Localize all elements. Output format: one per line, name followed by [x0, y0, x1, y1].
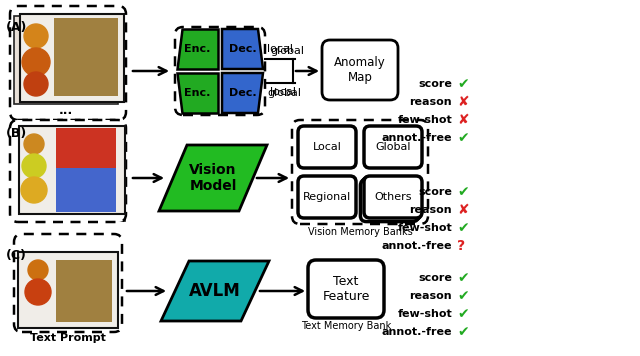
Text: Vision Memory Banks: Vision Memory Banks — [308, 227, 412, 237]
Polygon shape — [222, 73, 263, 113]
Circle shape — [25, 279, 51, 305]
Text: Enc.: Enc. — [184, 88, 211, 98]
FancyBboxPatch shape — [322, 40, 398, 100]
FancyBboxPatch shape — [292, 120, 428, 224]
Circle shape — [21, 177, 47, 203]
Text: global: global — [270, 46, 304, 56]
Text: ✔: ✔ — [457, 77, 468, 91]
FancyBboxPatch shape — [20, 14, 124, 102]
Text: Others: Others — [374, 192, 412, 202]
Polygon shape — [159, 145, 267, 211]
Text: few-shot: few-shot — [397, 309, 452, 319]
Text: (C): (C) — [6, 248, 27, 262]
FancyBboxPatch shape — [298, 176, 356, 218]
Polygon shape — [177, 29, 218, 69]
Circle shape — [22, 48, 50, 76]
Polygon shape — [222, 29, 263, 69]
FancyBboxPatch shape — [10, 120, 126, 222]
Circle shape — [24, 72, 48, 96]
Text: Dec.: Dec. — [228, 88, 256, 98]
FancyBboxPatch shape — [14, 128, 120, 216]
Text: ✔: ✔ — [457, 185, 468, 199]
FancyBboxPatch shape — [14, 16, 118, 104]
Text: reason: reason — [410, 97, 452, 107]
Text: score: score — [418, 273, 452, 283]
FancyBboxPatch shape — [10, 6, 126, 120]
Circle shape — [28, 260, 48, 280]
Text: Text Prompt: Text Prompt — [30, 333, 106, 343]
Polygon shape — [177, 73, 218, 113]
Text: ✘: ✘ — [457, 203, 468, 217]
Text: ?: ? — [457, 239, 465, 253]
FancyBboxPatch shape — [19, 126, 125, 214]
FancyBboxPatch shape — [363, 177, 421, 219]
Text: Text
Feature: Text Feature — [323, 275, 370, 303]
Text: score: score — [418, 187, 452, 197]
Text: Anomaly
Map: Anomaly Map — [334, 56, 386, 84]
FancyBboxPatch shape — [308, 260, 384, 318]
Text: ✔: ✔ — [457, 271, 468, 285]
FancyBboxPatch shape — [20, 24, 124, 112]
Text: ✔: ✔ — [457, 131, 468, 145]
Text: annot.-free: annot.-free — [381, 327, 452, 337]
Text: ✘: ✘ — [457, 95, 468, 109]
Text: few-shot: few-shot — [397, 223, 452, 233]
Text: Enc.: Enc. — [184, 44, 211, 54]
FancyBboxPatch shape — [175, 27, 265, 115]
Text: few-shot: few-shot — [397, 115, 452, 125]
Text: Local: Local — [312, 142, 341, 152]
FancyBboxPatch shape — [18, 252, 118, 328]
Text: ✔: ✔ — [457, 307, 468, 321]
Text: annot.-free: annot.-free — [381, 241, 452, 251]
Text: ✘: ✘ — [457, 113, 468, 127]
Text: reason: reason — [410, 291, 452, 301]
FancyBboxPatch shape — [14, 234, 122, 332]
Text: Vision
Model: Vision Model — [189, 163, 237, 193]
FancyBboxPatch shape — [56, 260, 112, 322]
Polygon shape — [161, 261, 269, 321]
FancyBboxPatch shape — [56, 168, 116, 212]
Text: Text Memory Bank: Text Memory Bank — [301, 321, 391, 331]
FancyBboxPatch shape — [17, 20, 121, 108]
Text: annot.-free: annot.-free — [381, 133, 452, 143]
Text: Regional: Regional — [303, 192, 351, 202]
Text: global: global — [267, 88, 301, 98]
FancyBboxPatch shape — [364, 176, 422, 218]
Text: AVLM: AVLM — [189, 282, 241, 300]
Text: (A): (A) — [6, 21, 28, 33]
Text: Dec.: Dec. — [228, 44, 256, 54]
FancyBboxPatch shape — [360, 179, 419, 221]
FancyBboxPatch shape — [19, 133, 125, 221]
Text: ...: ... — [59, 104, 73, 116]
Text: ✔: ✔ — [457, 325, 468, 339]
FancyBboxPatch shape — [364, 126, 422, 168]
Circle shape — [24, 134, 44, 154]
Text: ✔: ✔ — [457, 289, 468, 303]
Text: local: local — [270, 87, 296, 97]
FancyBboxPatch shape — [298, 126, 356, 168]
FancyBboxPatch shape — [54, 18, 118, 96]
FancyBboxPatch shape — [362, 178, 420, 220]
Circle shape — [22, 154, 46, 178]
Text: Global: Global — [375, 142, 411, 152]
Circle shape — [24, 24, 48, 48]
Text: reason: reason — [410, 205, 452, 215]
Text: (B): (B) — [6, 127, 28, 141]
Text: ✔: ✔ — [457, 221, 468, 235]
FancyBboxPatch shape — [56, 128, 116, 168]
Text: score: score — [418, 79, 452, 89]
Text: local: local — [267, 44, 293, 54]
